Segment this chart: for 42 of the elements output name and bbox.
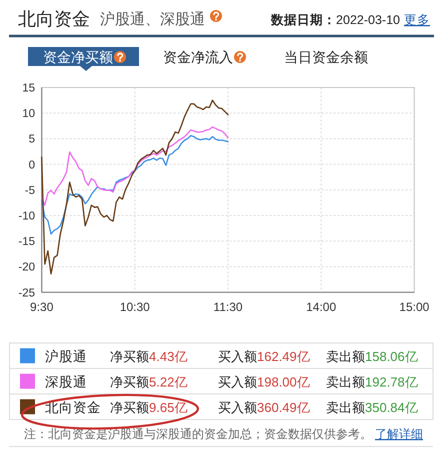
y-tick-label: -25 — [18, 287, 35, 300]
text: 卖出额 — [326, 348, 365, 364]
x-tick-label: 14:00 — [306, 300, 336, 314]
text: 买入额 — [218, 374, 257, 390]
text: 360.49亿 — [257, 400, 310, 415]
chart-subtitle: 沪股通、深股通 — [100, 11, 205, 28]
legend-label: 深股通 — [45, 374, 87, 390]
text: 资金净买额 — [43, 49, 113, 65]
y-tick-label: -10 — [18, 210, 35, 222]
text: 192.78亿 — [365, 374, 418, 390]
text: 198.00亿 — [257, 374, 310, 390]
text: 更多 — [404, 13, 430, 27]
x-tick-label: 10:30 — [120, 300, 150, 314]
y-tick-label: 0 — [28, 159, 35, 172]
text: 买入额 — [218, 400, 257, 415]
text: 当日资金余额 — [284, 49, 368, 65]
x-tick-label: 15:00 — [399, 300, 430, 314]
text: 净买额 — [110, 374, 149, 390]
text: 买入额 — [218, 348, 257, 364]
text: 158.06亿 — [365, 348, 418, 364]
y-tick-label: -15 — [18, 236, 35, 248]
text: 4.43亿 — [149, 348, 188, 364]
text: 162.49亿 — [257, 348, 310, 364]
legend-label: 沪股通 — [45, 348, 87, 364]
text: 净买额 — [110, 400, 149, 415]
y-tick-label: -20 — [18, 262, 35, 274]
y-tick-label: 10 — [22, 108, 35, 120]
y-tick-label: 15 — [22, 82, 35, 94]
text: 了解详细 — [375, 427, 423, 441]
text: 9.65亿 — [149, 400, 188, 415]
x-tick-label: 11:30 — [213, 300, 243, 314]
x-tick-label: 9:30 — [30, 300, 54, 314]
text: 资金净流入 — [163, 49, 233, 65]
y-tick-label: -5 — [24, 184, 35, 197]
chart-title: 北向资金 — [18, 9, 90, 29]
text: 净买额 — [110, 348, 149, 364]
text: 5.22亿 — [149, 374, 188, 390]
text: 卖出额 — [326, 400, 365, 415]
text: 卖出额 — [326, 374, 365, 390]
text: 数据日期：2022-03-10 — [270, 13, 400, 27]
y-tick-label: 5 — [28, 134, 35, 146]
text: 350.84亿 — [365, 400, 418, 415]
